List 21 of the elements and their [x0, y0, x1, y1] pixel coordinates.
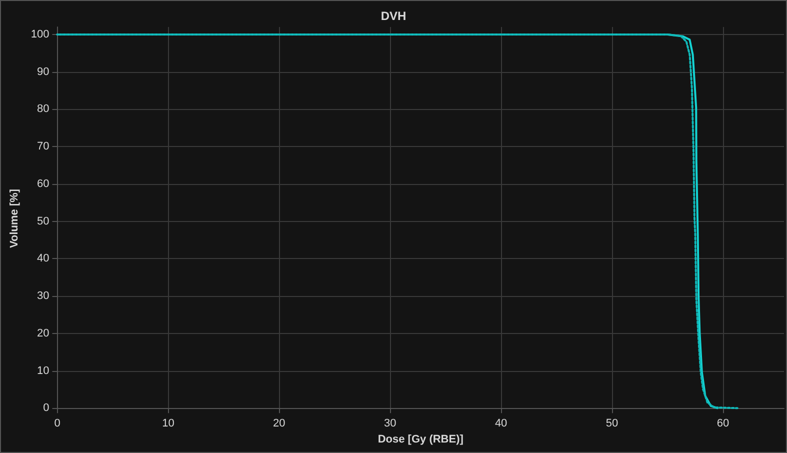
y-tick-label: 10 — [37, 364, 50, 377]
y-tick-label: 50 — [37, 215, 50, 228]
x-tick-label: 10 — [162, 418, 174, 430]
x-tick-label: 40 — [494, 418, 508, 430]
y-tick-label: 90 — [37, 66, 50, 78]
y-tick-label: 40 — [37, 252, 50, 265]
y-tick-label: 100 — [30, 28, 50, 40]
x-tick-label: 30 — [384, 418, 396, 430]
y-tick-label: 0 — [43, 402, 50, 414]
y-tick-label: 20 — [37, 327, 50, 340]
y-tick-label: 80 — [37, 103, 50, 116]
x-tick-label: 50 — [606, 418, 618, 430]
x-axis-title: Dose [Gy (RBE)] — [378, 433, 464, 446]
y-tick-label: 30 — [37, 290, 50, 302]
chart-title: DVH — [380, 9, 406, 23]
y-axis-title: Volume [%] — [8, 188, 20, 248]
x-tick-label: 0 — [54, 418, 60, 430]
x-tick-label: 60 — [716, 418, 730, 430]
x-tick-label: 20 — [273, 418, 286, 430]
y-tick-label: 60 — [37, 178, 50, 190]
y-tick-label: 70 — [37, 140, 50, 153]
